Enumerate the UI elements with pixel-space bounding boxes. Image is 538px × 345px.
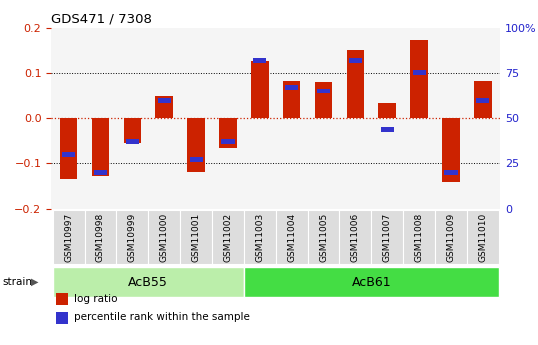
FancyBboxPatch shape (467, 210, 499, 264)
Text: GSM11006: GSM11006 (351, 213, 360, 263)
Bar (189, 157, 203, 162)
Bar (124, 118, 141, 143)
Text: GSM11008: GSM11008 (415, 213, 423, 263)
Text: strain: strain (3, 277, 33, 287)
Bar (349, 58, 362, 63)
FancyBboxPatch shape (212, 210, 244, 264)
FancyBboxPatch shape (244, 267, 499, 297)
Text: percentile rank within the sample: percentile rank within the sample (74, 312, 250, 322)
Text: AcB55: AcB55 (129, 276, 168, 288)
Text: GSM11010: GSM11010 (478, 213, 487, 263)
Text: AcB61: AcB61 (351, 276, 391, 288)
Text: GDS471 / 7308: GDS471 / 7308 (51, 12, 152, 25)
Text: GSM11001: GSM11001 (192, 213, 201, 263)
Text: GSM10999: GSM10999 (128, 213, 137, 263)
Bar (317, 89, 330, 93)
FancyBboxPatch shape (53, 267, 244, 297)
FancyBboxPatch shape (339, 210, 371, 264)
FancyBboxPatch shape (148, 210, 180, 264)
Bar (94, 170, 107, 175)
FancyBboxPatch shape (84, 210, 116, 264)
Bar (346, 50, 364, 118)
Bar (126, 139, 139, 144)
Bar (283, 81, 300, 118)
Bar (221, 139, 235, 144)
Bar (410, 40, 428, 118)
Text: GSM10998: GSM10998 (96, 213, 105, 263)
Text: GSM11003: GSM11003 (256, 213, 264, 263)
Text: GSM11004: GSM11004 (287, 213, 296, 262)
FancyBboxPatch shape (403, 210, 435, 264)
Bar (442, 118, 459, 181)
Bar (158, 98, 171, 102)
Bar (155, 96, 173, 118)
FancyBboxPatch shape (371, 210, 403, 264)
FancyBboxPatch shape (308, 210, 339, 264)
Text: ▶: ▶ (31, 277, 39, 287)
Bar (60, 118, 77, 179)
FancyBboxPatch shape (180, 210, 212, 264)
Bar (378, 103, 396, 118)
Bar (476, 98, 490, 102)
Bar (253, 58, 266, 63)
FancyBboxPatch shape (435, 210, 467, 264)
Text: log ratio: log ratio (74, 294, 117, 304)
Bar (62, 152, 75, 157)
Text: GSM10997: GSM10997 (64, 213, 73, 263)
Text: GSM11002: GSM11002 (223, 213, 232, 262)
Bar (285, 85, 298, 90)
Bar (381, 127, 394, 131)
FancyBboxPatch shape (244, 210, 275, 264)
FancyBboxPatch shape (116, 210, 148, 264)
Bar (187, 118, 205, 172)
Bar (474, 81, 492, 118)
Bar (92, 118, 109, 176)
Text: GSM11005: GSM11005 (319, 213, 328, 263)
FancyBboxPatch shape (53, 210, 84, 264)
Bar (219, 118, 237, 148)
Text: GSM11000: GSM11000 (160, 213, 169, 263)
Bar (315, 82, 332, 118)
Bar (444, 170, 457, 175)
Bar (251, 61, 268, 118)
Text: GSM11009: GSM11009 (447, 213, 456, 263)
FancyBboxPatch shape (275, 210, 308, 264)
Text: GSM11007: GSM11007 (383, 213, 392, 263)
Bar (413, 70, 426, 75)
